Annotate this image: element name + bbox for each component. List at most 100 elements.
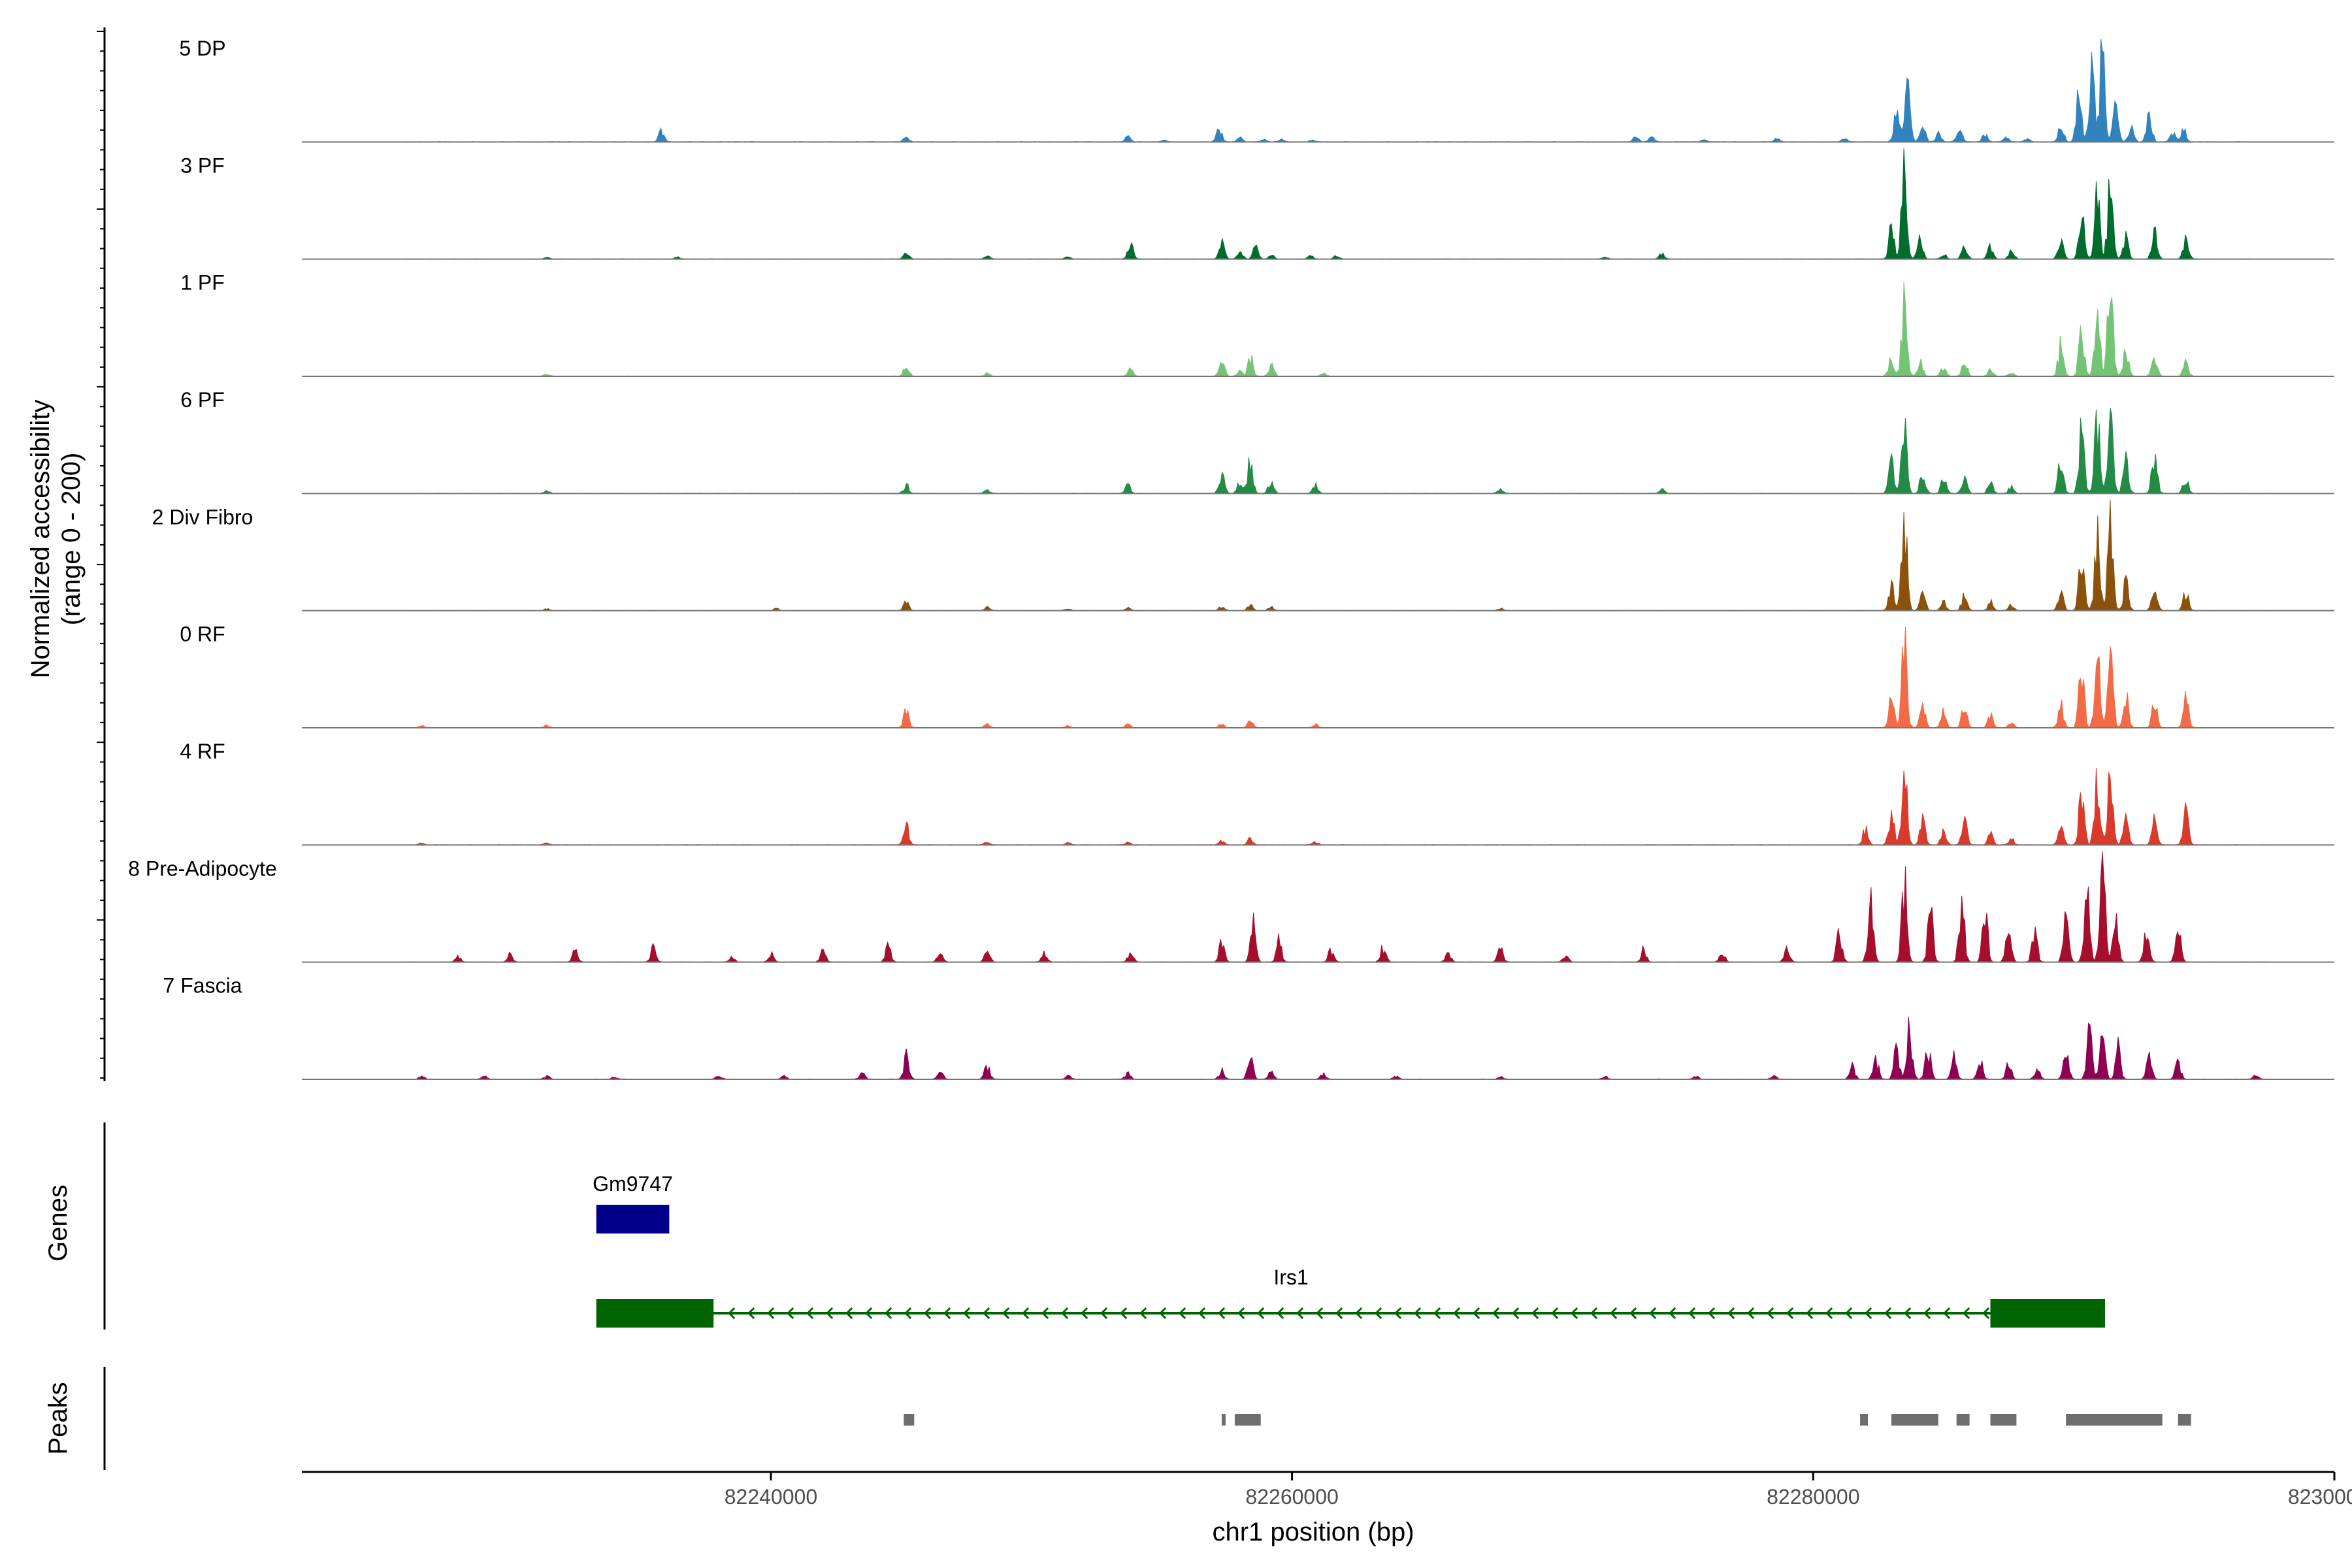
coverage-area — [406, 39, 2269, 142]
strand-arrow — [845, 1307, 853, 1320]
gene-1: Irs1 — [596, 1266, 2106, 1328]
strand-arrow — [1590, 1307, 1598, 1320]
x-tick-label: 82300000 — [2288, 1485, 2352, 1509]
strand-arrow — [767, 1307, 775, 1320]
strand-arrow — [806, 1307, 814, 1320]
strand-arrow — [885, 1307, 892, 1320]
peak-region — [2066, 1414, 2163, 1426]
strand-arrow — [1747, 1307, 1755, 1320]
strand-arrow — [904, 1307, 912, 1320]
strand-arrow — [1022, 1307, 1030, 1320]
gene-exon — [596, 1205, 670, 1233]
strand-arrow — [1296, 1307, 1304, 1320]
strand-arrow — [983, 1307, 990, 1320]
x-axis-title: chr1 position (bp) — [1212, 1518, 1414, 1546]
gene-exon — [596, 1299, 714, 1328]
peaks-panel-label: Peaks — [44, 1382, 73, 1454]
track-6: 4 RF — [180, 740, 2334, 846]
track-3: 6 PF — [180, 388, 2334, 495]
gene-exon — [1990, 1299, 2106, 1328]
strand-arrow — [1277, 1307, 1284, 1320]
strand-arrow — [747, 1307, 755, 1320]
strand-arrow — [1884, 1307, 1892, 1320]
strand-arrow — [1453, 1307, 1461, 1320]
track-4: 2 Div Fibro — [152, 500, 2334, 612]
track-label: 4 RF — [180, 740, 225, 763]
strand-arrow — [1806, 1307, 1814, 1320]
gene-label: Irs1 — [1273, 1266, 1308, 1289]
peak-region — [1956, 1414, 1970, 1426]
strand-arrow — [1669, 1307, 1676, 1320]
track-label: 6 PF — [180, 388, 225, 412]
coverage-area — [406, 500, 2269, 612]
genes-panel: Genes Gm9747 Irs1 — [44, 1122, 2106, 1330]
strand-arrow — [924, 1307, 932, 1320]
strand-arrow — [943, 1307, 951, 1320]
genes-panel-label: Genes — [44, 1184, 73, 1262]
strand-arrow — [1100, 1307, 1108, 1320]
strand-arrow — [826, 1307, 834, 1320]
track-8: 7 Fascia — [163, 974, 2334, 1080]
strand-arrow — [1943, 1307, 1951, 1320]
strand-arrow — [1610, 1307, 1618, 1320]
x-axis: chr1 position (bp) 82240000 82260000 82280… — [302, 1471, 2352, 1546]
track-2: 1 PF — [180, 271, 2334, 377]
track-label: 1 PF — [180, 271, 225, 295]
strand-arrow — [1081, 1307, 1088, 1320]
strand-arrow — [1375, 1307, 1382, 1320]
strand-arrow — [1963, 1307, 1970, 1320]
coverage-area — [406, 1017, 2269, 1080]
strand-arrow — [1767, 1307, 1774, 1320]
strand-arrow — [1335, 1307, 1343, 1320]
strand-arrow — [1571, 1307, 1578, 1320]
gene-label: Gm9747 — [593, 1172, 673, 1196]
x-tick-label: 82240000 — [725, 1485, 817, 1509]
strand-arrow — [1257, 1307, 1265, 1320]
track-label: 2 Div Fibro — [152, 505, 253, 529]
coverage-area — [406, 282, 2269, 377]
coverage-area — [406, 768, 2269, 845]
strand-arrow — [1865, 1307, 1872, 1320]
x-tick-label: 82260000 — [1245, 1485, 1338, 1509]
strand-arrow — [787, 1307, 794, 1320]
peak-region — [1860, 1414, 1869, 1426]
peak-region — [1234, 1414, 1261, 1426]
strand-arrow — [1414, 1307, 1422, 1320]
peak-region — [2178, 1414, 2191, 1426]
strand-arrow — [1512, 1307, 1520, 1320]
strand-arrow — [728, 1307, 736, 1320]
track-7: 8 Pre-Adipocyte — [128, 851, 2334, 963]
strand-arrow — [1492, 1307, 1500, 1320]
strand-arrow — [1688, 1307, 1696, 1320]
track-label: 0 RF — [180, 623, 225, 646]
strand-arrow — [1198, 1307, 1206, 1320]
strand-arrow — [1845, 1307, 1853, 1320]
strand-arrow — [1355, 1307, 1363, 1320]
strand-arrow — [1825, 1307, 1833, 1320]
strand-arrow — [1394, 1307, 1402, 1320]
strand-arrow — [1473, 1307, 1480, 1320]
track-label: 3 PF — [180, 154, 225, 177]
coverage-tracks: 5 DP 3 PF 1 PF 6 PF 2 Div Fibro 0 RF 4 RF 8 Pre… — [97, 27, 2334, 1081]
strand-arrow — [1531, 1307, 1539, 1320]
strand-arrow — [1708, 1307, 1716, 1320]
peak-region — [1221, 1414, 1226, 1426]
y-axis-label-line1: Normalized accessibility — [26, 400, 55, 679]
strand-arrow — [1433, 1307, 1441, 1320]
coverage-area — [406, 148, 2269, 260]
coverage-area — [406, 408, 2269, 494]
strand-arrow — [1649, 1307, 1657, 1320]
peak-region — [1891, 1414, 1938, 1426]
strand-arrow — [1002, 1307, 1010, 1320]
strand-arrow — [1982, 1307, 1990, 1320]
track-1: 3 PF — [180, 148, 2334, 260]
strand-arrow — [1316, 1307, 1324, 1320]
strand-arrow — [865, 1307, 873, 1320]
strand-arrow — [1159, 1307, 1167, 1320]
gene-0: Gm9747 — [593, 1172, 673, 1233]
strand-arrow — [1904, 1307, 1912, 1320]
strand-arrow — [1237, 1307, 1245, 1320]
track-label: 7 Fascia — [163, 974, 242, 998]
track-label: 8 Pre-Adipocyte — [128, 857, 277, 880]
